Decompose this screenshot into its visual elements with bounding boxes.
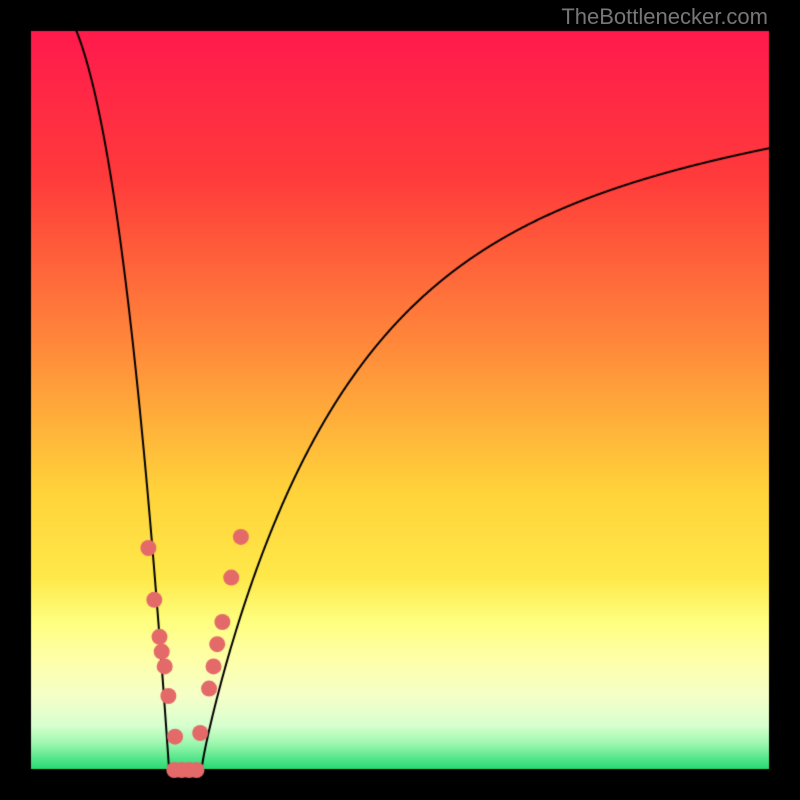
plot-canvas (0, 0, 800, 800)
chart-stage: TheBottlenecker.com (0, 0, 800, 800)
watermark-text: TheBottlenecker.com (561, 4, 768, 30)
